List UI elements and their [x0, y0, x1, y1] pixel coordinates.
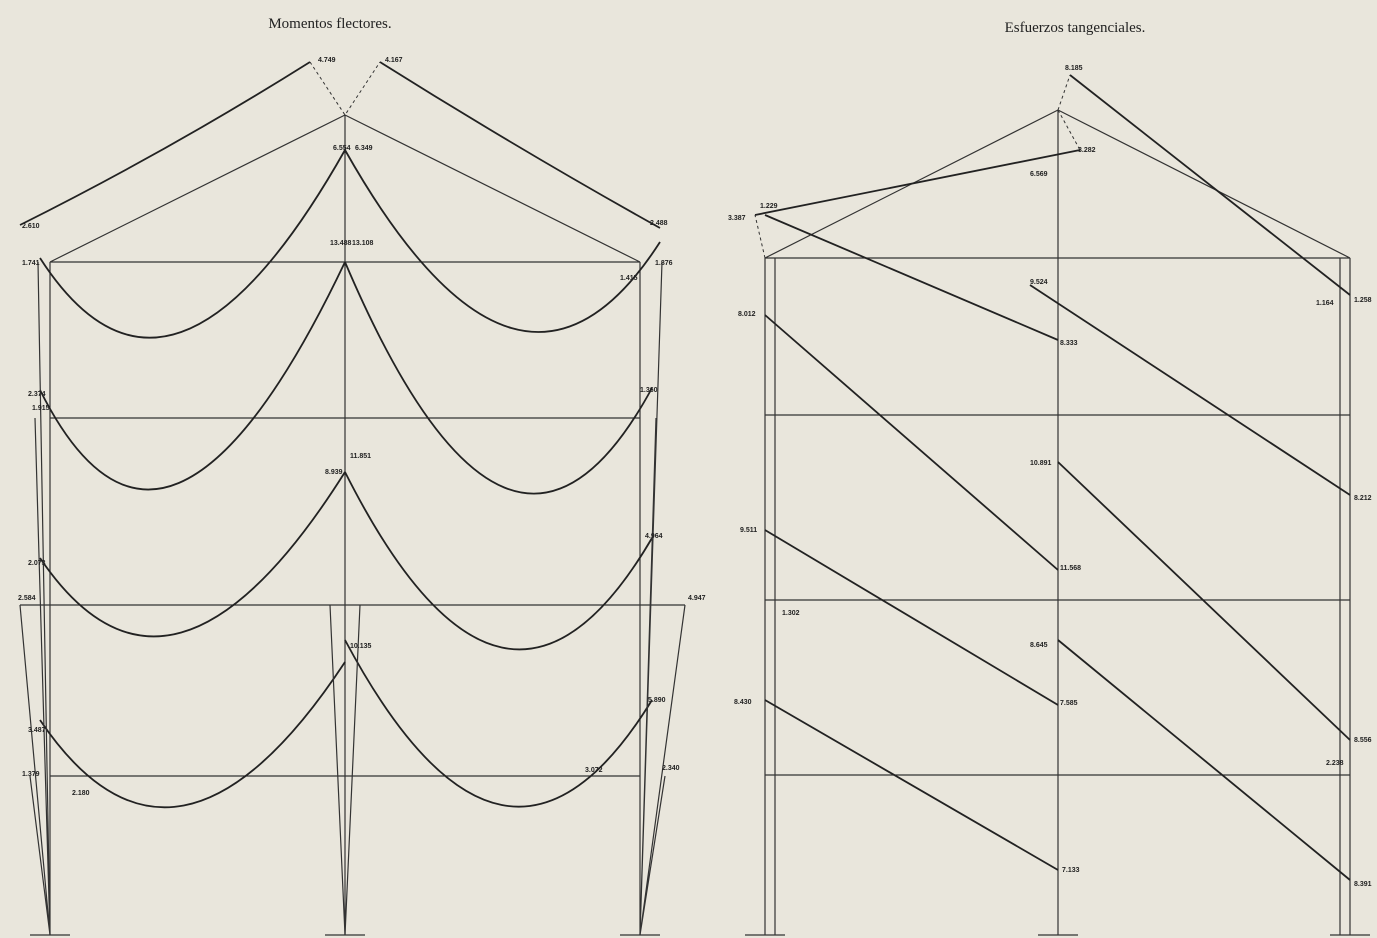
shear-label: 8.391	[1354, 881, 1372, 888]
shear-label: 8.185	[1065, 65, 1083, 72]
moment-label: 4.749	[318, 57, 336, 64]
moment-label: 13.108	[352, 240, 374, 247]
diagram: Momentos flectores. Esfuerzos tangencial…	[0, 0, 1377, 938]
shear-label: 3.387	[728, 215, 746, 222]
moment-label: 6.349	[355, 145, 373, 152]
moment-label: 10.135	[350, 643, 372, 650]
moment-label: 2.374	[28, 391, 46, 398]
shear-label: 1.229	[760, 203, 778, 210]
moment-label: 4.964	[645, 533, 663, 540]
paper	[0, 0, 1377, 938]
moment-label: 2.488	[650, 220, 668, 227]
moment-label: 11.851	[350, 453, 371, 460]
moment-label: 2.073	[28, 560, 46, 567]
right-title: Esfuerzos tangenciales.	[1005, 20, 1146, 36]
shear-label: 1.258	[1354, 297, 1372, 304]
moment-label: 5.890	[648, 697, 666, 704]
shear-label: 8.012	[738, 311, 756, 318]
shear-label: 9.511	[740, 527, 757, 534]
shear-label: 7.585	[1060, 700, 1078, 707]
shear-label: 9.524	[1030, 279, 1048, 286]
shear-label: 11.568	[1060, 565, 1081, 572]
shear-label: 2.238	[1326, 760, 1344, 767]
moment-label: 1.915	[32, 405, 50, 412]
moment-label: 1.741	[22, 260, 40, 267]
moment-label: 1.876	[655, 260, 673, 267]
moment-label: 3.487	[28, 727, 46, 734]
shear-label: 3.282	[1078, 147, 1096, 154]
shear-label: 7.133	[1062, 867, 1080, 874]
shear-label: 8.212	[1354, 495, 1372, 502]
shear-label: 8.430	[734, 699, 752, 706]
moment-label: 6.554	[333, 145, 351, 152]
moment-label: 1.415	[620, 275, 638, 282]
left-title: Momentos flectores.	[268, 16, 391, 32]
moment-label: 2.180	[72, 790, 90, 797]
moment-label: 8.939	[325, 469, 343, 476]
moment-label: 2.610	[22, 223, 40, 230]
shear-label: 6.569	[1030, 171, 1048, 178]
moment-label: 1.379	[22, 771, 40, 778]
shear-label: 1.302	[782, 610, 800, 617]
moment-label: 2.584	[18, 595, 36, 602]
shear-label: 8.556	[1354, 737, 1372, 744]
moment-label: 13.488	[330, 240, 352, 247]
shear-label: 8.333	[1060, 340, 1078, 347]
moment-label: 4.947	[688, 595, 706, 602]
shear-label: 8.645	[1030, 642, 1048, 649]
moment-label: 3.072	[585, 767, 603, 774]
shear-label: 1.164	[1316, 300, 1334, 307]
moment-label: 2.340	[662, 765, 680, 772]
moment-label: 4.167	[385, 57, 403, 64]
shear-label: 10.891	[1030, 460, 1052, 467]
moment-label: 1.360	[640, 387, 658, 394]
